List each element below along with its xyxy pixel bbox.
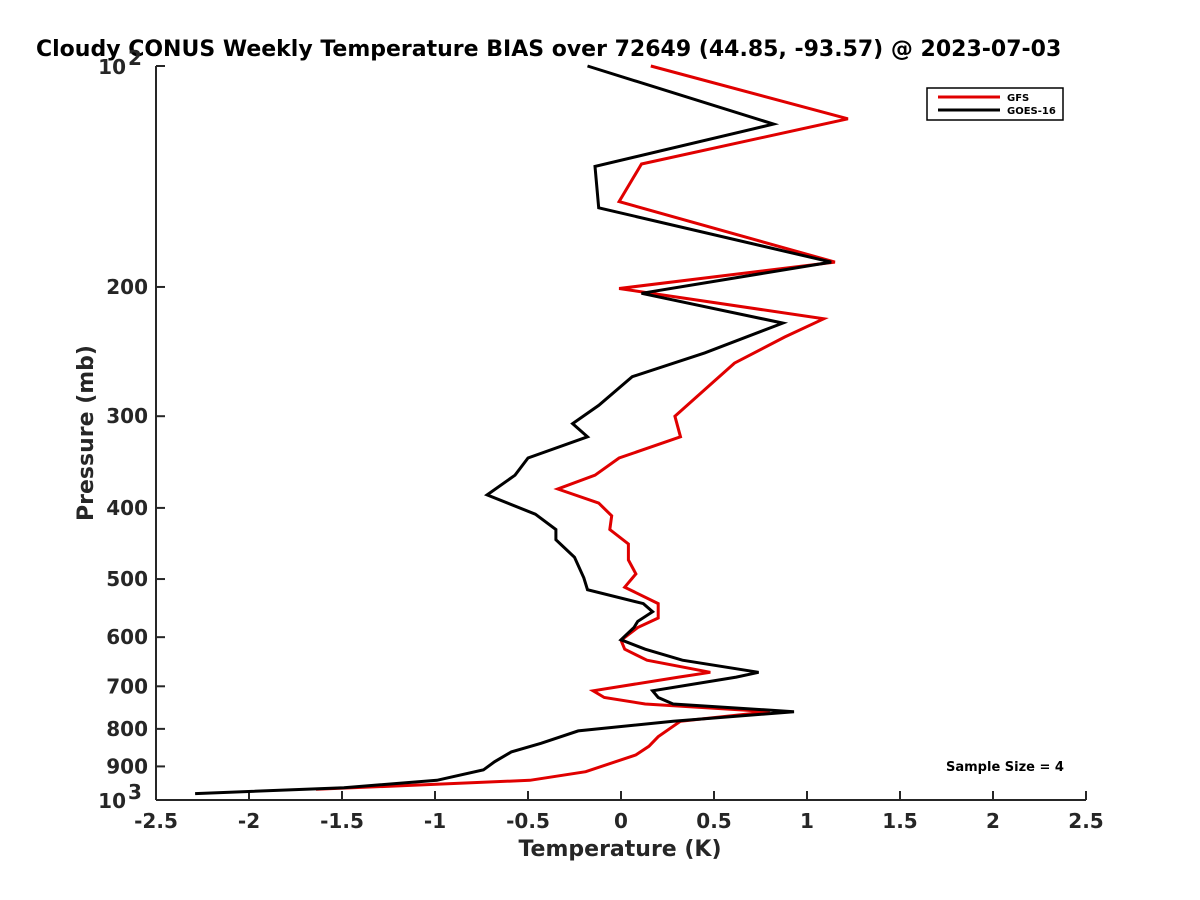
y-tick-label: 900 [106, 754, 148, 778]
chart-title: Cloudy CONUS Weekly Temperature BIAS ove… [36, 37, 1061, 62]
x-tick-label: 0.5 [696, 809, 731, 833]
y-tick-label: 200 [106, 275, 148, 299]
y-tick-label: 500 [106, 567, 148, 591]
y-tick-label: 10 [98, 789, 126, 813]
x-tick-label: -2.5 [134, 809, 178, 833]
x-tick-label: -1 [424, 809, 446, 833]
x-tick-label: -2 [238, 809, 260, 833]
y-tick-label-base: 10 [98, 55, 126, 79]
x-tick-label: 0 [614, 809, 628, 833]
x-tick-label: -0.5 [506, 809, 550, 833]
y-tick-label-exponent: 2 [128, 46, 142, 70]
sample-size-annotation: Sample Size = 4 [946, 760, 1064, 775]
series-line-gfs [315, 64, 849, 791]
y-tick-label-base: 10 [98, 789, 126, 813]
y-axis-label: Pressure (mb) [74, 345, 99, 521]
x-tick-label: 2 [986, 809, 1000, 833]
x-tick-label: -1.5 [320, 809, 364, 833]
x-tick-label: 1.5 [882, 809, 917, 833]
plot-axes: -2.5 -2 -1.5 -1 -0.5 0 0.5 1 1.5 2 2.510 2200300400… [98, 46, 1104, 833]
y-tick-label: 600 [106, 625, 148, 649]
y-tick-label-exponent: 3 [128, 780, 142, 804]
series-layer [195, 64, 849, 796]
legend-label: GFS [1007, 93, 1029, 104]
x-axis-label: Temperature (K) [518, 837, 721, 862]
y-tick-label: 800 [106, 717, 148, 741]
x-tick-label: 2.5 [1068, 809, 1103, 833]
legend: GFS GOES-16 [926, 87, 1064, 121]
y-tick-label: 300 [106, 404, 148, 428]
y-tick-label: 700 [106, 674, 148, 698]
series-line-goes-16 [195, 64, 832, 796]
legend-box [926, 87, 1064, 121]
y-tick-label: 400 [106, 496, 148, 520]
x-tick-label: 1 [800, 809, 814, 833]
legend-label: GOES-16 [1007, 106, 1056, 117]
y-tick-label: 10 [98, 55, 126, 79]
